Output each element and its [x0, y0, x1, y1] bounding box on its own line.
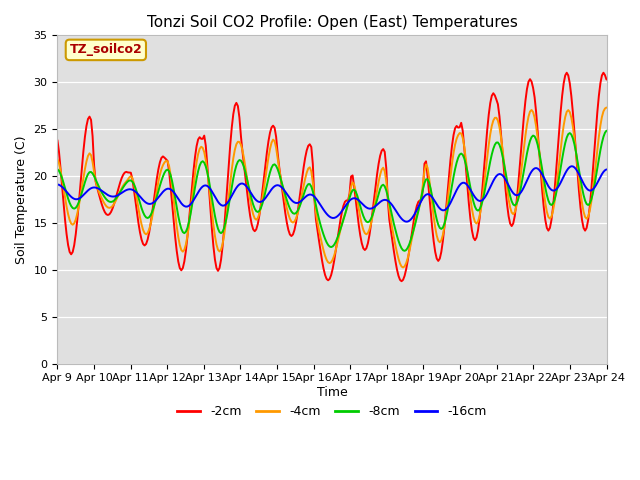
X-axis label: Time: Time: [317, 386, 348, 399]
Legend: -2cm, -4cm, -8cm, -16cm: -2cm, -4cm, -8cm, -16cm: [172, 400, 492, 423]
Y-axis label: Soil Temperature (C): Soil Temperature (C): [15, 135, 28, 264]
Title: Tonzi Soil CO2 Profile: Open (East) Temperatures: Tonzi Soil CO2 Profile: Open (East) Temp…: [147, 15, 517, 30]
Text: TZ_soilco2: TZ_soilco2: [70, 43, 142, 56]
